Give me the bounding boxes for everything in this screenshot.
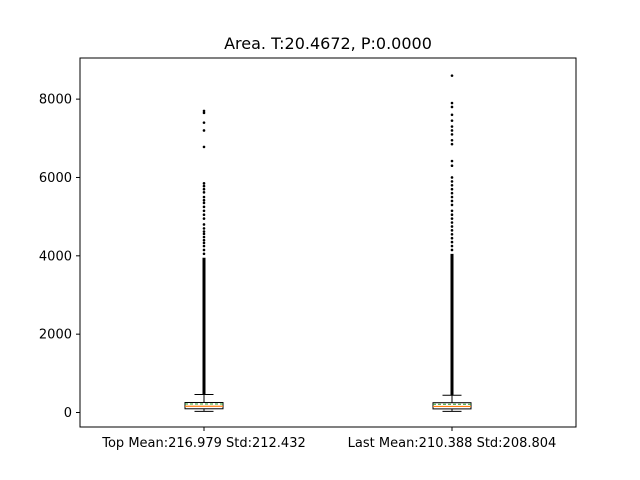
x-category-label: Top Mean:216.979 Std:212.432 bbox=[101, 436, 306, 451]
outlier-point bbox=[202, 201, 206, 205]
x-axis: Top Mean:216.979 Std:212.432 Last Mean:21… bbox=[101, 427, 556, 451]
outlier-point bbox=[202, 145, 206, 149]
outlier-point bbox=[450, 113, 454, 117]
outlier-point bbox=[450, 159, 454, 163]
x-category-label: Last Mean:210.388 Std:208.804 bbox=[348, 436, 557, 451]
y-tick-label: 2000 bbox=[39, 328, 72, 343]
outlier-point bbox=[450, 209, 454, 213]
outlier-point bbox=[202, 244, 206, 248]
outlier-point bbox=[450, 138, 454, 142]
outlier-point bbox=[202, 111, 206, 115]
outlier-point bbox=[202, 248, 206, 252]
outlier-point bbox=[202, 182, 206, 185]
outlier-point bbox=[450, 184, 454, 187]
outlier-point bbox=[202, 195, 206, 199]
boxes-layer bbox=[184, 74, 472, 412]
outlier-point bbox=[450, 240, 454, 244]
outlier-point bbox=[202, 191, 206, 194]
outlier-point bbox=[450, 74, 454, 77]
outlier-point bbox=[450, 244, 454, 248]
outlier-point bbox=[450, 232, 454, 236]
chart-title: Area. T:20.4672, P:0.0000 bbox=[224, 34, 432, 53]
outlier-point bbox=[450, 125, 454, 128]
outlier-point bbox=[450, 187, 454, 191]
outlier-point bbox=[450, 236, 454, 240]
outlier-point bbox=[450, 221, 454, 224]
outlier-point bbox=[450, 142, 454, 146]
y-tick-label: 0 bbox=[64, 406, 72, 421]
outlier-point bbox=[450, 229, 454, 232]
outlier-point bbox=[202, 235, 206, 239]
outlier-point bbox=[202, 109, 206, 113]
outlier-point bbox=[450, 248, 454, 252]
outlier-point bbox=[450, 133, 454, 136]
outlier-point bbox=[202, 230, 206, 233]
plot-frame bbox=[79, 57, 577, 428]
outlier-point bbox=[450, 213, 454, 216]
box-group bbox=[432, 74, 472, 412]
outlier-point bbox=[202, 187, 206, 191]
outlier-point bbox=[202, 241, 206, 245]
y-tick-label: 8000 bbox=[39, 93, 72, 108]
iqr-box bbox=[432, 402, 472, 410]
outlier-point bbox=[450, 129, 454, 132]
outlier-point bbox=[202, 227, 206, 230]
outlier-point bbox=[202, 129, 206, 132]
outlier-point bbox=[450, 203, 454, 207]
outlier-point bbox=[202, 223, 206, 226]
box-group bbox=[184, 109, 224, 412]
outlier-point bbox=[450, 105, 454, 109]
outlier-point bbox=[450, 119, 454, 122]
outlier-point bbox=[202, 121, 206, 124]
outlier-point bbox=[202, 238, 206, 242]
outlier-point bbox=[202, 232, 206, 236]
y-tick-label: 4000 bbox=[39, 249, 72, 264]
outlier-point bbox=[202, 252, 206, 256]
outlier-point bbox=[450, 199, 454, 203]
outlier-point bbox=[450, 180, 454, 183]
outlier-point bbox=[450, 225, 454, 228]
outlier-point bbox=[202, 213, 206, 216]
outlier-point bbox=[202, 209, 206, 213]
outlier-point bbox=[202, 198, 206, 202]
y-tick-label: 6000 bbox=[39, 171, 72, 186]
outlier-point bbox=[450, 217, 454, 220]
y-axis: 0 2000 4000 6000 8000 bbox=[39, 93, 80, 421]
outlier-point bbox=[450, 101, 454, 105]
outlier-point bbox=[202, 217, 206, 220]
outlier-point bbox=[202, 205, 206, 209]
outlier-point bbox=[202, 184, 206, 188]
outlier-point bbox=[450, 176, 454, 179]
outlier-point bbox=[450, 195, 454, 199]
outlier-point bbox=[450, 191, 454, 195]
outlier-point bbox=[450, 164, 454, 168]
